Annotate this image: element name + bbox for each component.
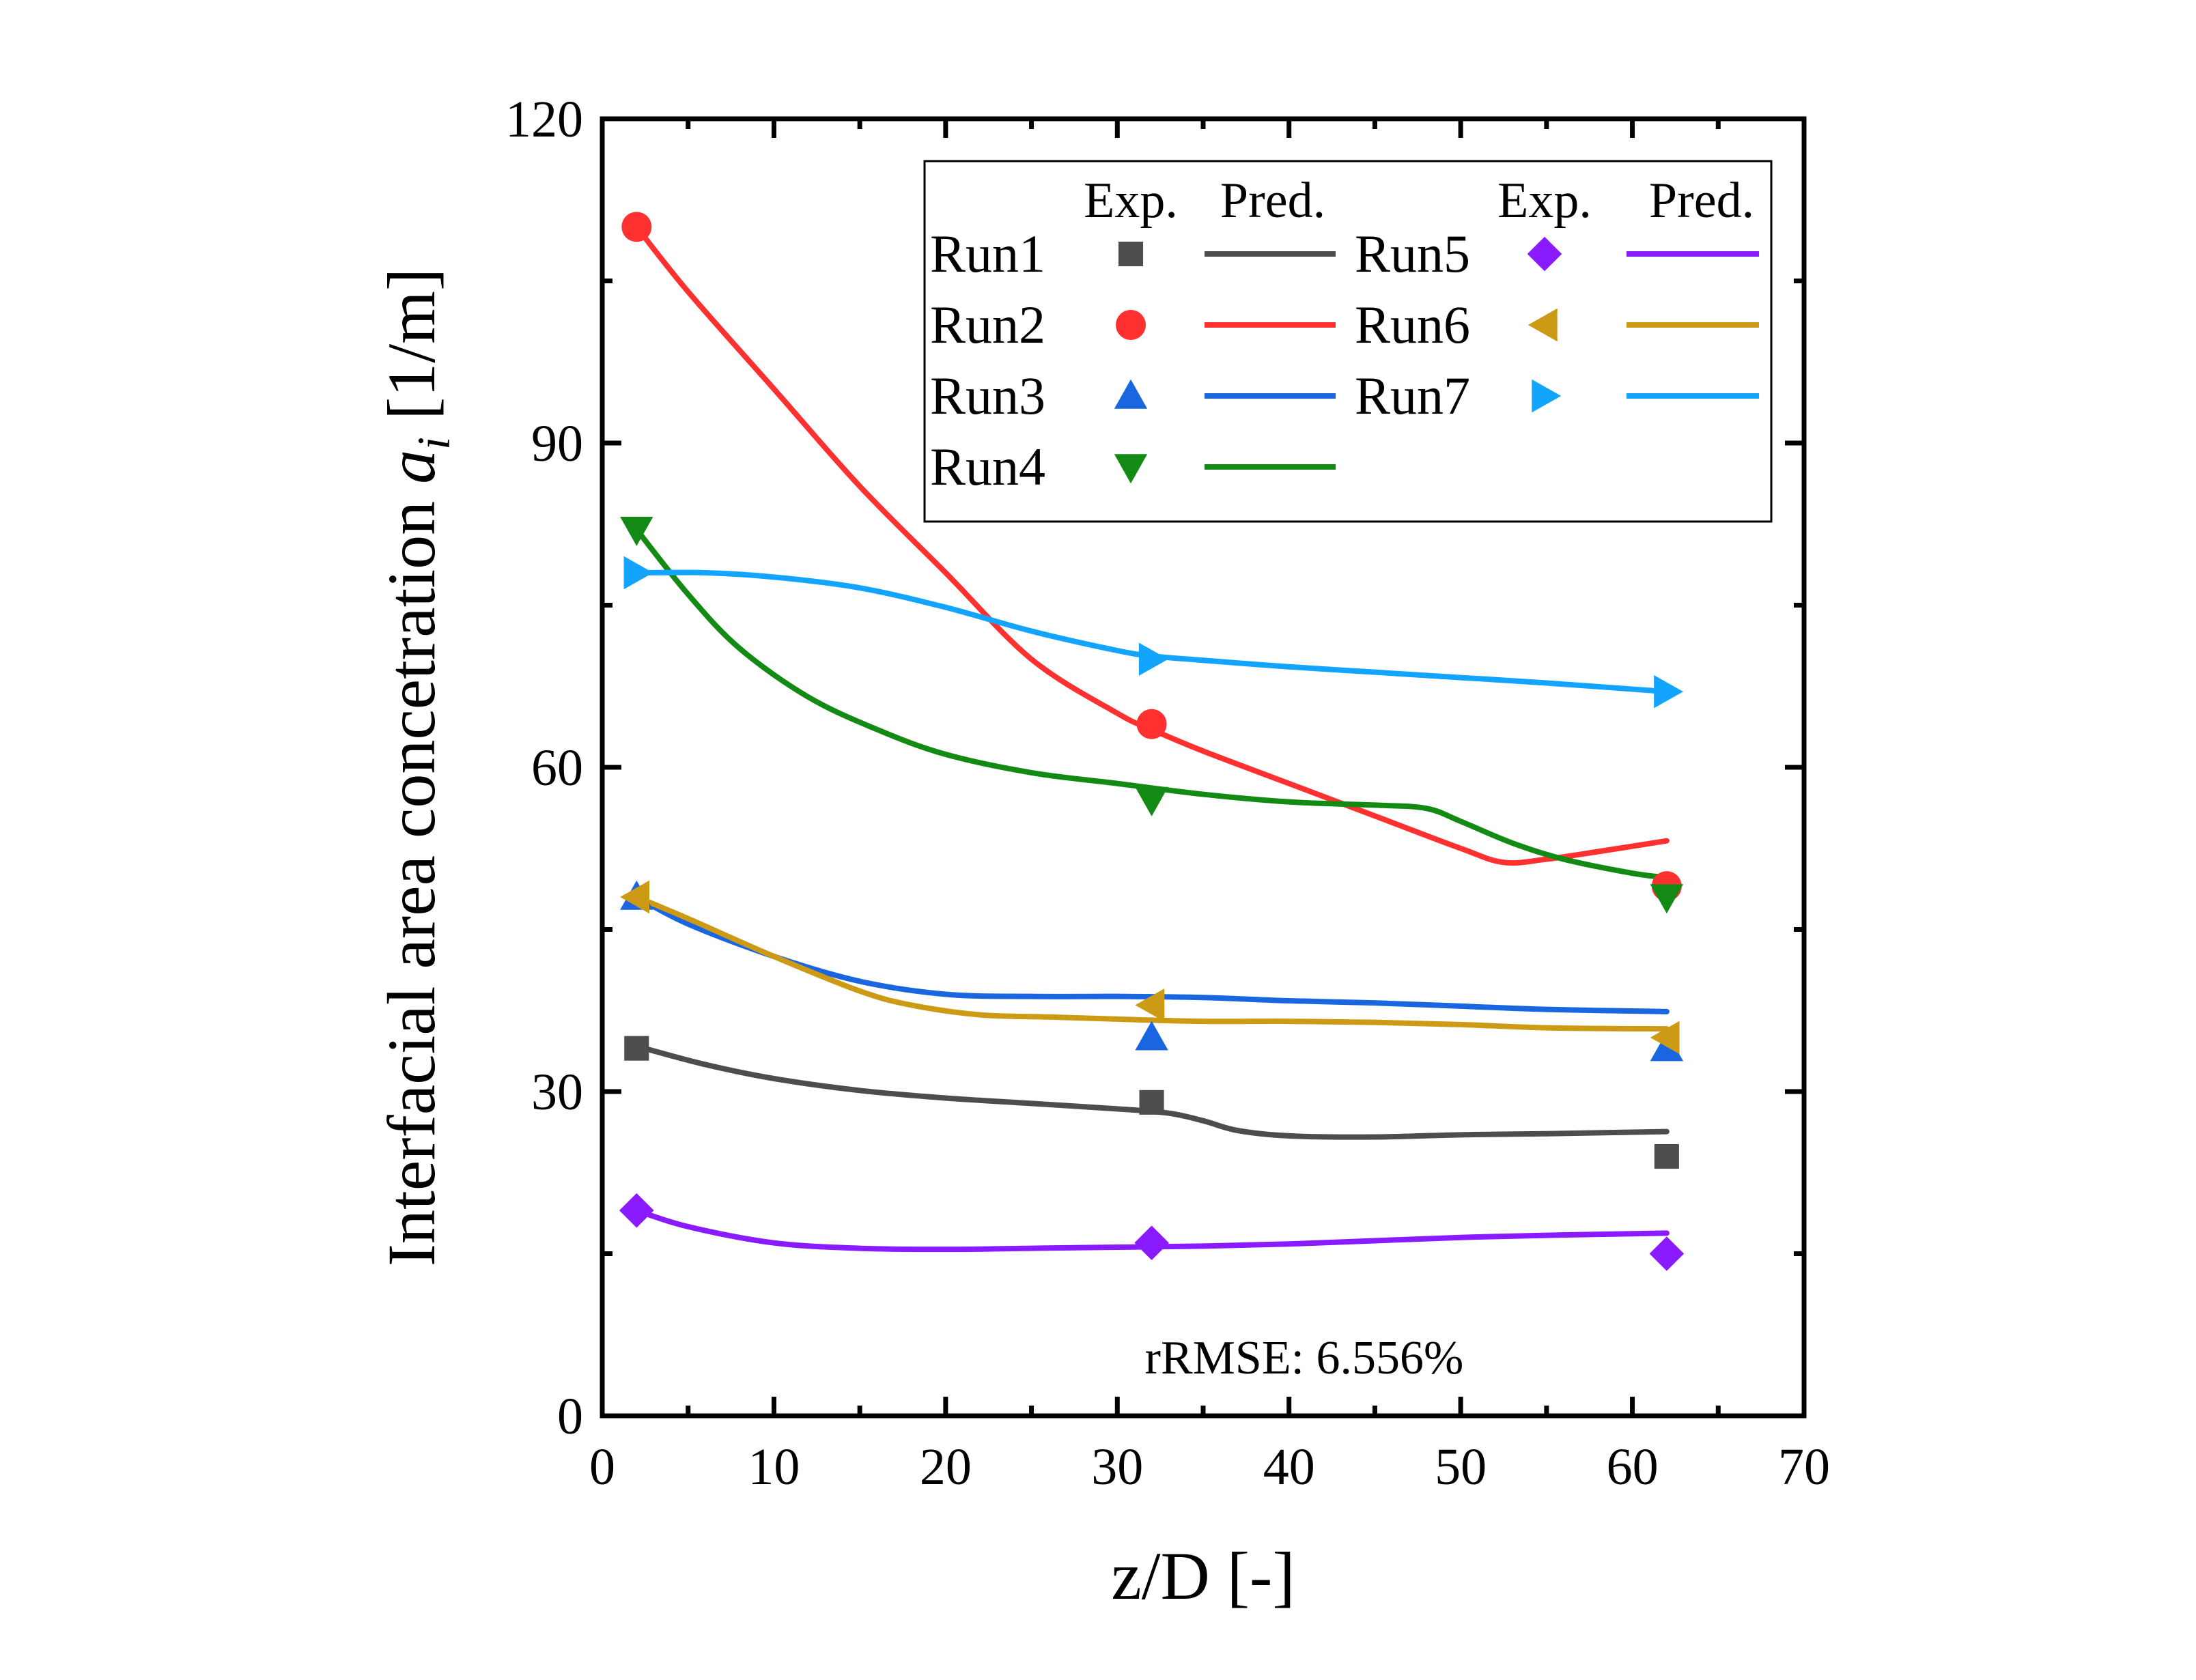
- x-tick-label: 10: [748, 1438, 800, 1496]
- run2-exp-point: [1136, 709, 1167, 739]
- run2-exp-point: [621, 212, 652, 242]
- legend-box: [923, 160, 1773, 523]
- legend-header-exp-left: Exp.: [1084, 173, 1178, 229]
- x-axis-label: z/D [-]: [1111, 1538, 1295, 1614]
- run6-exp-point: [1650, 1021, 1680, 1055]
- run1-pred-line: [634, 1043, 1670, 1140]
- run6-exp-point: [1135, 988, 1165, 1022]
- y-tick-label: 90: [531, 415, 583, 472]
- y-axis-label-main: Interfacial area concetration: [374, 484, 449, 1266]
- run1-exp-point: [624, 1036, 649, 1061]
- y-tick-labels: 0 30 60 90 120: [505, 91, 583, 1445]
- legend-marker-run6: [1528, 308, 1558, 342]
- legend-marker-run1: [1118, 241, 1144, 267]
- legend-marker-run4: [1114, 454, 1148, 484]
- x-tick-labels: 0 10 20 30 40 50 60 70: [589, 1438, 1830, 1496]
- legend-marker-run3: [1114, 379, 1148, 409]
- y-axis-label: Interfacial area concetration ai [1/m]: [374, 268, 460, 1267]
- run4-exp-point: [1135, 786, 1168, 816]
- legend-label-run6: Run6: [1355, 295, 1470, 354]
- run6-pred-line: [634, 894, 1670, 1032]
- x-tick-label: 30: [1091, 1438, 1143, 1496]
- rrmse-annotation: rRMSE: 6.556%: [1145, 1332, 1464, 1384]
- legend-label-run4: Run4: [930, 437, 1045, 496]
- run1-exp-point: [1654, 1143, 1679, 1169]
- legend-marker-run5: [1527, 236, 1562, 272]
- legend-entries: Run1 Run2 Run3 Run4 Run5 Run6 Run7: [930, 224, 1759, 496]
- x-tick-label: 0: [589, 1438, 615, 1496]
- legend-marker-run2: [1116, 310, 1146, 340]
- run7-exp-point: [623, 556, 653, 590]
- x-tick-label: 50: [1435, 1438, 1487, 1496]
- run7-exp-point: [1138, 642, 1168, 676]
- run7-pred-line: [634, 569, 1670, 695]
- y-tick-label: 30: [531, 1064, 583, 1121]
- run6-exp-point: [620, 880, 649, 914]
- run4-exp-point: [1650, 884, 1684, 914]
- y-tick-label: 60: [531, 739, 583, 797]
- y-tick-label: 0: [557, 1388, 583, 1445]
- legend: Exp. Pred. Exp. Pred. Run1Run2Run3Run4Ru…: [923, 160, 1773, 523]
- x-tick-label: 40: [1263, 1438, 1315, 1496]
- x-tick-label: 70: [1778, 1438, 1830, 1496]
- run1-exp-point: [1139, 1090, 1164, 1115]
- run7-exp-point: [1654, 674, 1684, 709]
- y-axis-label-symbol: a: [374, 450, 449, 484]
- legend-label-run7: Run7: [1355, 366, 1470, 425]
- legend-header-exp-right: Exp.: [1497, 173, 1592, 229]
- run5-exp-point: [1134, 1225, 1169, 1260]
- run5-exp-point: [619, 1193, 654, 1228]
- experiment-markers: [619, 212, 1685, 1271]
- run4-exp-point: [620, 516, 653, 546]
- run3-exp-point: [1135, 1021, 1168, 1051]
- legend-header-pred-right: Pred.: [1649, 173, 1754, 229]
- run5-exp-point: [1649, 1236, 1685, 1271]
- y-axis-label-subscript: i: [408, 437, 460, 450]
- x-tick-label: 20: [920, 1438, 972, 1496]
- run5-pred-line: [634, 1208, 1670, 1253]
- legend-header-pred-left: Pred.: [1220, 173, 1325, 229]
- y-axis-label-unit: [1/m]: [374, 268, 449, 437]
- x-tick-label: 60: [1607, 1438, 1659, 1496]
- y-tick-label: 120: [505, 91, 583, 148]
- legend-label-run2: Run2: [930, 295, 1045, 354]
- legend-label-run1: Run1: [930, 224, 1045, 283]
- plot-frame: [600, 116, 1807, 1419]
- legend-label-run3: Run3: [930, 366, 1045, 425]
- legend-label-run5: Run5: [1355, 224, 1470, 283]
- legend-marker-run7: [1532, 379, 1562, 413]
